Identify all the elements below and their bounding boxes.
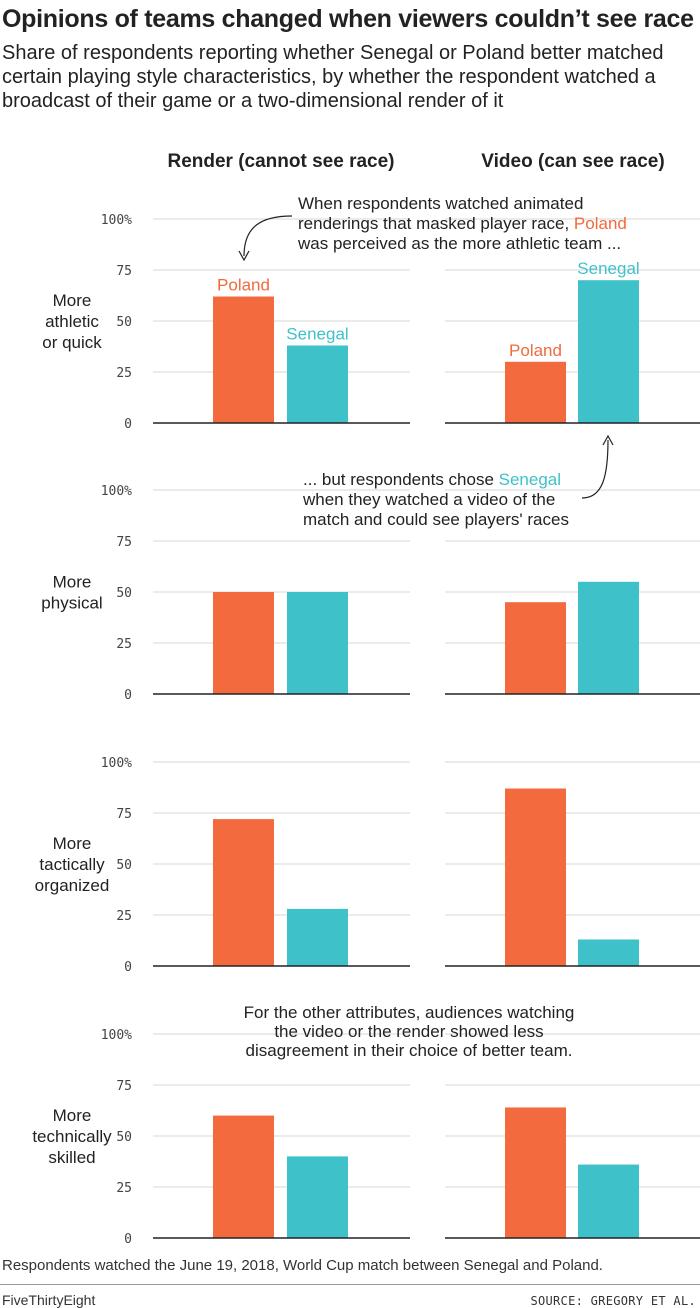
annotation-arrowhead [238, 250, 250, 262]
annotation-line: match and could see players' races [303, 510, 569, 529]
bar-poland-video [505, 1107, 566, 1238]
annotation-line: For the other attributes, audiences watc… [244, 1003, 575, 1022]
row-label-line: or quick [42, 333, 102, 352]
y-tick-label: 0 [124, 960, 132, 975]
y-tick-label: 0 [124, 1232, 132, 1247]
row-label-line: physical [41, 594, 102, 613]
y-tick-label: 75 [116, 264, 132, 279]
row-label-line: More [53, 1106, 92, 1125]
chart-subtitle: Share of respondents reporting whether S… [2, 42, 664, 112]
y-tick-label: 50 [116, 1130, 132, 1145]
y-tick-label: 25 [116, 909, 132, 924]
annotation-athletic-render: When respondents watched animated renderi… [297, 194, 627, 253]
row-label-line: More [53, 573, 92, 592]
bar-poland-video [505, 602, 566, 694]
y-tick-label: 50 [116, 586, 132, 601]
footer-divider [0, 1284, 700, 1285]
bar-senegal-video [578, 280, 639, 423]
bar-poland-render [213, 592, 274, 694]
y-tick-label: 100% [101, 213, 132, 228]
annotation-line: the video or the render showed less [274, 1022, 543, 1041]
y-tick-label: 50 [116, 858, 132, 873]
row-label-line: athletic [45, 312, 99, 331]
annotation-other-attributes: For the other attributes, audiences watc… [244, 1003, 575, 1060]
bar-senegal-video [578, 939, 639, 966]
bar-label-poland: Poland [217, 276, 270, 295]
bar-label-senegal: Senegal [577, 259, 639, 278]
row-label: More technically skilled [32, 1106, 112, 1167]
bar-senegal-render [287, 592, 348, 694]
row-label-line: More [53, 834, 92, 853]
bar-senegal-video [578, 581, 639, 694]
chart-area: Render (cannot see race) Video (can see r… [32, 151, 700, 1247]
annotation-arrowhead [602, 434, 614, 446]
y-tick-label: 100% [101, 1028, 132, 1043]
source-label: SOURCE: GREGORY ET AL. [530, 1294, 696, 1308]
y-tick-label: 0 [124, 688, 132, 703]
y-tick-label: 75 [116, 535, 132, 550]
bar-label-senegal: Senegal [286, 324, 348, 343]
row-label: More physical [41, 573, 102, 613]
bar-senegal-render [287, 908, 348, 966]
row-label: More tactically organized [35, 834, 110, 895]
annotation-line: disagreement in their choice of better t… [246, 1041, 573, 1060]
annotation-athletic-video: ... but respondents chose Senegal when th… [302, 470, 569, 529]
bar-poland-video [505, 788, 566, 966]
bar-senegal-render [287, 1156, 348, 1238]
column-header-video: Video (can see race) [481, 151, 664, 172]
bar-poland-video [505, 361, 566, 423]
annotation-arrow [581, 439, 609, 499]
bar-poland-render [213, 819, 274, 966]
annotation-line: was perceived as the more athletic team … [297, 234, 621, 253]
y-tick-label: 75 [116, 807, 132, 822]
brand-label: FiveThirtyEight [2, 1292, 96, 1308]
annotation-line: ... but respondents chose [303, 470, 499, 489]
bar-senegal-render [287, 345, 348, 423]
bar-label-poland: Poland [509, 341, 562, 360]
y-tick-label: 25 [116, 366, 132, 381]
annotation-line: When respondents watched animated [298, 194, 583, 213]
y-tick-label: 75 [116, 1079, 132, 1094]
annotation-line: when they watched a video of the [302, 490, 555, 509]
row-label-line: skilled [48, 1148, 95, 1167]
footnote: Respondents watched the June 19, 2018, W… [2, 1257, 603, 1274]
column-header-render: Render (cannot see race) [167, 151, 394, 172]
row-label-line: More [53, 291, 92, 310]
y-tick-label: 25 [116, 1181, 132, 1196]
row-label-line: tactically [39, 855, 105, 874]
row-label-line: technically [32, 1127, 112, 1146]
y-tick-label: 100% [101, 756, 132, 771]
row-label: More athletic or quick [42, 291, 102, 352]
bar-poland-render [213, 1115, 274, 1238]
annotation-highlight: Poland [574, 214, 627, 233]
y-tick-label: 0 [124, 417, 132, 432]
chart-title: Opinions of teams changed when viewers c… [2, 5, 694, 33]
annotation-arrow [243, 215, 293, 257]
y-tick-label: 100% [101, 484, 132, 499]
y-tick-label: 50 [116, 315, 132, 330]
annotation-highlight: Senegal [499, 470, 561, 489]
bar-poland-render [213, 296, 274, 423]
row-label-line: organized [35, 876, 110, 895]
y-tick-label: 25 [116, 637, 132, 652]
annotation-line: renderings that masked player race, [298, 214, 574, 233]
bar-senegal-video [578, 1164, 639, 1238]
